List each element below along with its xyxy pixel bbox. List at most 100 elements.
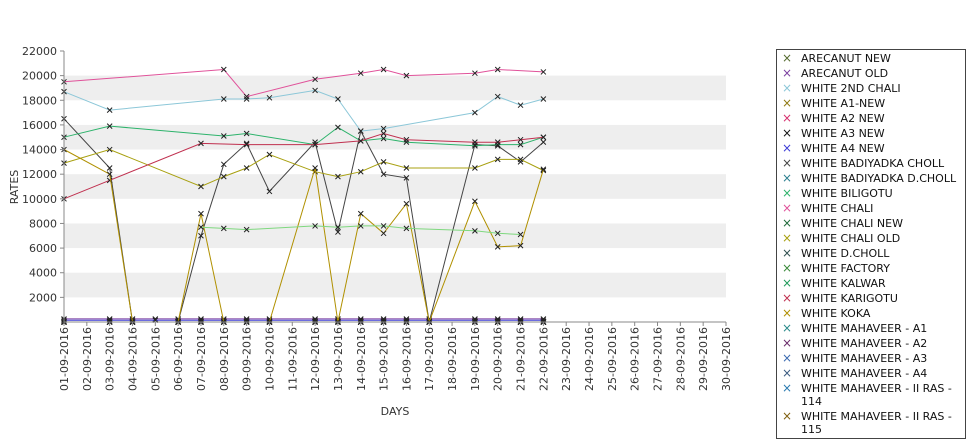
data-point bbox=[106, 123, 113, 129]
legend-label: WHITE CHALI NEW bbox=[801, 217, 903, 230]
legend-item: × WHITE MAHAVEER - A4 bbox=[777, 366, 965, 381]
x-tick-label: 06-09-2016 bbox=[172, 327, 185, 391]
x-tick-label: 03-09-2016 bbox=[104, 327, 117, 391]
legend-marker-icon: × bbox=[781, 409, 793, 423]
legend-marker-icon: × bbox=[781, 366, 793, 380]
legend-marker-icon: × bbox=[781, 141, 793, 155]
y-axis-title: RATES bbox=[8, 170, 21, 205]
data-point bbox=[220, 96, 227, 102]
y-tick-label: 14000 bbox=[22, 144, 57, 157]
legend-marker-icon: × bbox=[781, 186, 793, 200]
x-tick-label: 04-09-2016 bbox=[126, 327, 139, 391]
y-tick-label: 12000 bbox=[22, 168, 57, 181]
legend-marker-icon: × bbox=[781, 51, 793, 65]
data-point bbox=[540, 96, 547, 102]
data-point bbox=[380, 135, 387, 142]
data-point bbox=[403, 225, 410, 232]
data-point bbox=[357, 138, 364, 144]
x-tick-label: 17-09-2016 bbox=[423, 327, 436, 391]
data-point bbox=[106, 165, 113, 171]
legend-item: × WHITE 2ND CHALI bbox=[777, 81, 965, 96]
data-point bbox=[540, 139, 547, 146]
legend-item: × WHITE A2 NEW bbox=[777, 112, 965, 126]
legend-marker-icon: × bbox=[781, 381, 793, 395]
legend-label: ARECANUT NEW bbox=[801, 52, 891, 65]
data-point bbox=[243, 93, 250, 100]
data-point bbox=[494, 93, 501, 100]
legend-item: × WHITE MAHAVEER - A3 bbox=[777, 352, 965, 366]
legend-label: WHITE A1-NEW bbox=[801, 97, 886, 110]
data-point bbox=[403, 72, 410, 79]
data-point bbox=[106, 146, 113, 153]
legend-item: × WHITE BADIYADKA D.CHOLL bbox=[777, 172, 965, 186]
legend-item: × ARECANUT OLD bbox=[777, 66, 965, 81]
data-point bbox=[335, 224, 341, 231]
data-point bbox=[380, 230, 387, 237]
legend: × ARECANUT NEW × ARECANUT OLD × WHITE 2ND CHA… bbox=[776, 49, 966, 439]
x-tick-label: 12-09-2016 bbox=[309, 327, 322, 391]
legend-item: × ARECANUT NEW bbox=[777, 51, 965, 66]
data-point bbox=[266, 151, 273, 158]
legend-label: WHITE D.CHOLL bbox=[801, 247, 890, 260]
data-point bbox=[266, 94, 273, 101]
data-point bbox=[357, 168, 364, 175]
data-point bbox=[312, 87, 318, 94]
legend-label: WHITE KARIGOTU bbox=[801, 292, 898, 305]
x-tick-label: 19-09-2016 bbox=[469, 327, 482, 391]
legend-item: × WHITE CHALI OLD bbox=[777, 231, 965, 246]
y-tick-label: 2000 bbox=[29, 291, 57, 304]
data-point bbox=[335, 96, 341, 102]
data-point bbox=[312, 76, 318, 83]
x-tick-label: 28-09-2016 bbox=[674, 327, 687, 391]
data-point bbox=[403, 136, 410, 143]
x-tick-label: 16-09-2016 bbox=[400, 327, 413, 391]
data-point bbox=[357, 223, 364, 229]
grid-band bbox=[64, 75, 726, 101]
legend-item: × WHITE BILIGOTU bbox=[777, 186, 965, 201]
data-point bbox=[198, 183, 204, 190]
data-point bbox=[472, 109, 478, 116]
legend-marker-icon: × bbox=[781, 66, 793, 80]
data-point bbox=[335, 173, 341, 180]
x-tick-label: 07-09-2016 bbox=[195, 327, 208, 391]
data-point bbox=[540, 69, 547, 75]
legend-item: × WHITE MAHAVEER - A1 bbox=[777, 322, 965, 336]
legend-label: WHITE MAHAVEER - II RAS - 114 bbox=[801, 382, 952, 408]
legend-label: WHITE A3 NEW bbox=[801, 127, 885, 140]
x-tick-label: 23-09-2016 bbox=[560, 327, 573, 391]
data-point bbox=[494, 230, 501, 237]
legend-item: × WHITE KARIGOTU bbox=[777, 291, 965, 306]
legend-marker-icon: × bbox=[781, 291, 793, 305]
data-point bbox=[198, 210, 204, 217]
legend-label: WHITE MAHAVEER - A2 bbox=[801, 337, 928, 350]
legend-marker-icon: × bbox=[781, 276, 793, 290]
x-tick-label: 13-09-2016 bbox=[332, 327, 345, 391]
data-point bbox=[220, 161, 227, 168]
data-point bbox=[266, 188, 273, 195]
x-tick-label: 05-09-2016 bbox=[149, 327, 162, 391]
y-tick-label: 4000 bbox=[29, 267, 57, 280]
legend-marker-icon: × bbox=[781, 96, 793, 110]
legend-label: WHITE A2 NEW bbox=[801, 112, 885, 125]
legend-label: WHITE KALWAR bbox=[801, 277, 886, 290]
data-point bbox=[517, 242, 524, 249]
legend-marker-icon: × bbox=[781, 81, 793, 95]
x-tick-label: 01-09-2016 bbox=[58, 327, 71, 391]
grid-band bbox=[64, 272, 726, 298]
legend-item: × WHITE A3 NEW bbox=[777, 127, 965, 141]
x-tick-label: 25-09-2016 bbox=[606, 327, 619, 391]
x-tick-label: 15-09-2016 bbox=[378, 327, 391, 391]
x-tick-label: 22-09-2016 bbox=[537, 327, 550, 391]
x-tick-labels: 01-09-2016 02-09-2016 03-09-2016 04-09-2016… bbox=[58, 327, 733, 391]
data-point bbox=[243, 96, 250, 102]
legend-marker-icon: × bbox=[781, 231, 793, 245]
data-point bbox=[243, 226, 250, 233]
legend-item: × WHITE D.CHOLL bbox=[777, 247, 965, 261]
data-point bbox=[357, 70, 364, 77]
grid-bands bbox=[64, 75, 726, 298]
x-tick-label: 09-09-2016 bbox=[241, 327, 254, 391]
data-point bbox=[380, 130, 387, 137]
legend-label: WHITE A4 NEW bbox=[801, 142, 885, 155]
data-point bbox=[494, 139, 501, 146]
y-tick-label: 6000 bbox=[29, 242, 57, 255]
